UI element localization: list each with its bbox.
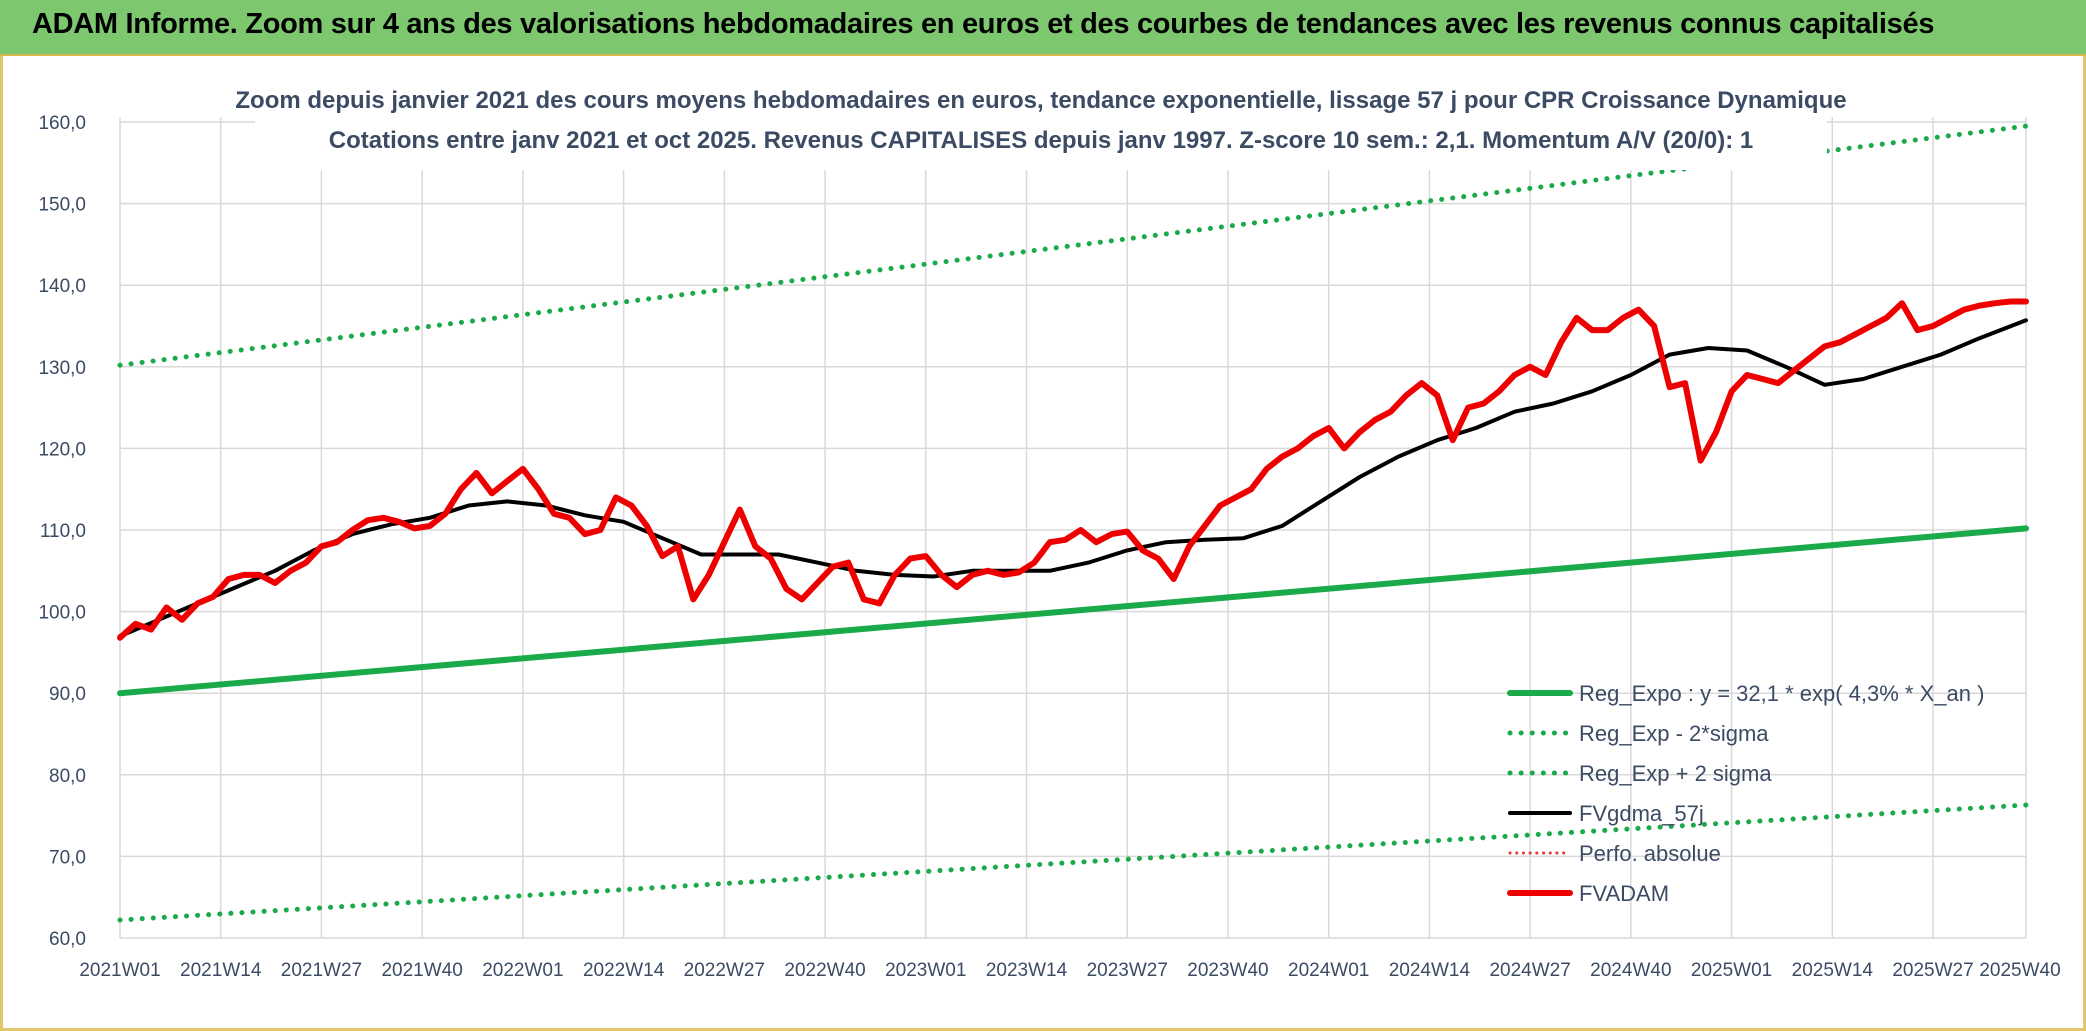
x-tick-label: 2023W01: [885, 960, 966, 981]
y-tick-label: 150,0: [38, 195, 86, 216]
chart-subtitle: Cotations entre janv 2021 et oct 2025. R…: [329, 127, 1753, 154]
x-tick-label: 2022W01: [482, 960, 563, 981]
x-tick-label: 2024W01: [1288, 960, 1369, 981]
report-title: ADAM Informe. Zoom sur 4 ans des valoris…: [32, 8, 1935, 40]
legend-label: Reg_Exp - 2*sigma: [1579, 721, 1769, 746]
y-tick-label: 110,0: [40, 521, 86, 542]
x-tick-label: 2021W01: [79, 960, 160, 981]
legend: Reg_Expo : y = 32,1 * exp( 4,3% * X_an )…: [1507, 681, 1984, 906]
x-tick-label: 2022W27: [684, 960, 765, 981]
x-axis-ticks: 2021W01 2021W14 2021W27 2021W40 2022W01 2022W…: [79, 960, 2060, 981]
y-tick-label: 70,0: [49, 847, 86, 868]
x-tick-label: 2024W14: [1389, 960, 1471, 981]
series-line-4: [118, 318, 2028, 639]
y-tick-label: 90,0: [49, 684, 86, 705]
legend-label: Reg_Exp + 2 sigma: [1579, 761, 1772, 786]
y-tick-label: 130,0: [38, 358, 86, 379]
x-tick-label: 2021W40: [381, 960, 462, 981]
y-tick-label: 100,0: [38, 603, 86, 624]
y-tick-label: 60,0: [49, 929, 86, 950]
y-tick-label: 140,0: [38, 276, 86, 297]
report-banner: ADAM Informe. Zoom sur 4 ans des valoris…: [0, 0, 2086, 56]
y-tick-label: 160,0: [38, 113, 86, 134]
chart-title: Zoom depuis janvier 2021 des cours moyen…: [235, 87, 1846, 114]
x-tick-label: 2024W40: [1590, 960, 1671, 981]
title-backdrop: [255, 78, 1827, 170]
legend-label: FVADAM: [1579, 881, 1669, 906]
x-tick-label: 2023W14: [986, 960, 1068, 981]
x-tick-label: 2023W40: [1187, 960, 1268, 981]
legend-label: Perfo. absolue: [1579, 841, 1721, 866]
x-tick-label: 2021W27: [281, 960, 362, 981]
series-line-6: [117, 298, 2029, 641]
x-tick-label: 2025W14: [1792, 960, 1874, 981]
x-tick-label: 2022W14: [583, 960, 665, 981]
x-tick-label: 2025W01: [1691, 960, 1772, 981]
series-line-2: [117, 802, 2029, 923]
x-tick-label: 2022W40: [784, 960, 865, 981]
x-tick-label: 2021W14: [180, 960, 262, 981]
x-tick-label: 2025W40: [1979, 960, 2060, 981]
y-tick-label: 80,0: [49, 766, 86, 787]
legend-label: Reg_Expo : y = 32,1 * exp( 4,3% * X_an ): [1579, 681, 1984, 706]
series-line-1: [117, 525, 2029, 697]
legend-label: FVgdma_57j: [1579, 801, 1704, 826]
y-axis-ticks: 60,0 70,0 80,0 90,0 100,0 110,0 120,0 130,0 140,…: [38, 113, 86, 950]
x-tick-label: 2025W27: [1892, 960, 1973, 981]
x-tick-label: 2023W27: [1087, 960, 1168, 981]
x-tick-label: 2024W27: [1489, 960, 1570, 981]
series-layer: [117, 123, 2029, 923]
y-tick-label: 120,0: [38, 439, 86, 460]
